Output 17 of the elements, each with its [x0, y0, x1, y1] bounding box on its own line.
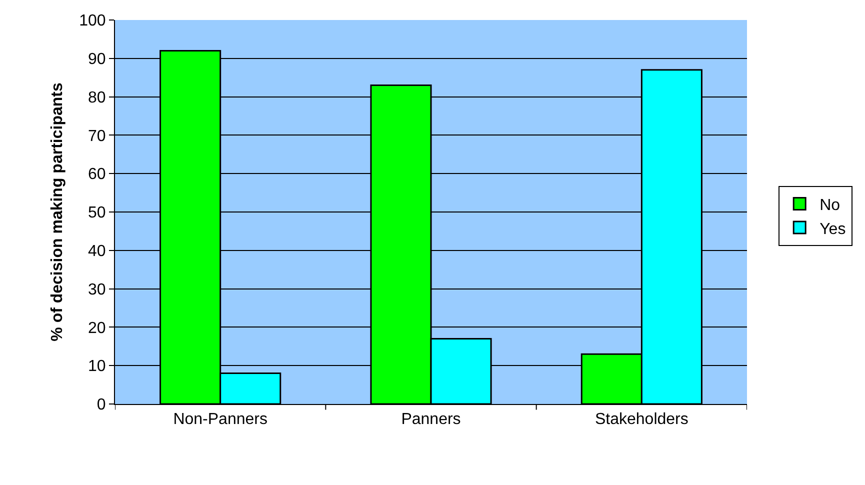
legend-label: Yes [820, 220, 846, 238]
y-tick-label: 90 [88, 51, 106, 68]
x-tick-label: Non-Panners [173, 411, 268, 428]
y-tick-label: 100 [79, 12, 106, 30]
x-tick-label: Panners [401, 411, 461, 428]
y-tick-label: 30 [88, 281, 106, 298]
legend-label: No [820, 196, 840, 214]
y-tick-label: 70 [88, 128, 106, 145]
y-tick-label: 20 [88, 320, 106, 337]
y-tick-label: 50 [88, 204, 106, 222]
y-tick-label: 40 [88, 243, 106, 260]
x-tick-label: Stakeholders [594, 411, 688, 428]
y-axis-title: % of decision making participants [48, 82, 66, 342]
y-tick-label: 80 [88, 89, 106, 106]
y-tick-label: 60 [88, 166, 106, 184]
y-tick-label: 0 [96, 396, 106, 414]
y-tick-label: 10 [88, 358, 106, 376]
